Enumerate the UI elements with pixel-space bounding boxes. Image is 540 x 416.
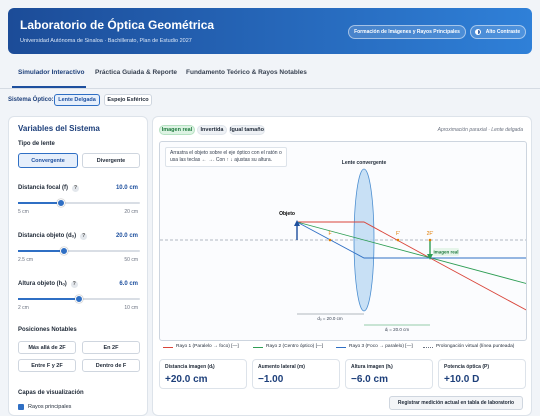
result-card: Distancia imagen (dᵢ) +20.0 cm bbox=[159, 359, 247, 389]
result-label: Potencia óptica (P) bbox=[444, 364, 490, 370]
layers-title: Capas de visualización bbox=[18, 390, 84, 396]
tab-active-bar bbox=[12, 86, 86, 88]
notable-option[interactable]: Dentro de F bbox=[82, 359, 140, 372]
lens-label: Lente convergente bbox=[342, 160, 387, 166]
focal-point bbox=[396, 238, 400, 242]
slider-fill bbox=[18, 298, 79, 300]
notable-option[interactable]: Entre F y 2F bbox=[18, 359, 76, 372]
slider-knob[interactable] bbox=[57, 199, 65, 207]
system-label: Sistema Óptico: bbox=[8, 97, 54, 103]
lens-type-option[interactable]: Divergente bbox=[82, 153, 140, 168]
slider-label-text: Altura objeto (hₒ) bbox=[18, 281, 67, 287]
slider-value: 10.0 cm bbox=[115, 185, 138, 191]
legend-item: Prolongación virtual (línea punteada) bbox=[436, 344, 515, 349]
slider-max: 50 cm bbox=[124, 257, 138, 263]
focal-point bbox=[328, 238, 332, 242]
help-icon[interactable]: ? bbox=[70, 281, 78, 288]
legend-item: Rayo 1 (Paralelo → foco) [—] bbox=[176, 344, 239, 349]
slider-label-text: Distancia objeto (dₒ) bbox=[18, 233, 77, 239]
image-label-box bbox=[433, 248, 459, 256]
focal-label: 2F' bbox=[427, 231, 434, 237]
record-button[interactable]: Registrar medición actual en tabla de la… bbox=[389, 396, 523, 410]
system-option[interactable]: Espejo Esférico bbox=[104, 94, 152, 106]
slider-label-text: Distancia focal (f) bbox=[18, 185, 69, 191]
legend-item: Rayo 2 (Centro óptico) [—] bbox=[266, 344, 324, 349]
notable-option[interactable]: En 2F bbox=[82, 341, 140, 354]
status-tag: Imagen real bbox=[159, 125, 195, 135]
slider-min: 5 cm bbox=[18, 209, 29, 215]
slider-label: Distancia objeto (dₒ)? bbox=[18, 233, 88, 240]
slider-fill bbox=[18, 250, 64, 252]
object-arrow-head bbox=[294, 220, 300, 226]
slider-min: 2.5 cm bbox=[18, 257, 34, 263]
result-value: −6.0 cm bbox=[351, 374, 388, 385]
lens-type-option[interactable]: Convergente bbox=[18, 153, 78, 168]
legend-swatch bbox=[253, 347, 263, 349]
app-subtitle: Universidad Autónoma de Sinaloa · Bachil… bbox=[20, 38, 192, 44]
result-value: +20.0 cm bbox=[165, 374, 208, 385]
legend-swatch bbox=[163, 347, 173, 349]
dimension-label: dᵢ = 20.0 cm bbox=[385, 327, 410, 332]
result-card: Aumento lateral (m) −1.00 bbox=[252, 359, 340, 389]
tab[interactable]: Práctica Guiada & Reporte bbox=[95, 69, 177, 76]
model-note: Aproximación paraxial · Lente delgada bbox=[437, 127, 523, 133]
result-card: Potencia óptica (P) +10.0 D bbox=[438, 359, 526, 389]
legend-item: Rayo 3 (Foco → paralelo) [—] bbox=[349, 344, 413, 349]
dimension-label: dₒ = 20.0 cm bbox=[317, 316, 343, 321]
instructions: Arrastra el objeto sobre el eje óptico c… bbox=[165, 147, 287, 167]
slider-value: 6.0 cm bbox=[119, 281, 138, 287]
system-option[interactable]: Lente Delgada bbox=[54, 94, 100, 106]
variables-panel: Variables del Sistema Tipo de lente Conv… bbox=[8, 116, 148, 416]
focal-point bbox=[428, 238, 432, 242]
status-tag: Invertida bbox=[197, 125, 227, 135]
header: Laboratorio de Óptica Geométrica Univers… bbox=[8, 8, 532, 54]
focal-label: F bbox=[328, 231, 331, 237]
image-label: Imagen real bbox=[433, 250, 458, 255]
legend-swatch bbox=[336, 347, 346, 349]
result-value: +10.0 D bbox=[444, 374, 480, 385]
slider-fill bbox=[18, 202, 61, 204]
slider-knob[interactable] bbox=[75, 295, 83, 303]
result-card: Altura imagen (hᵢ) −6.0 cm bbox=[345, 359, 433, 389]
ray-diagram: Lente convergente Objeto Imagen real F F… bbox=[160, 160, 526, 332]
slider-track[interactable] bbox=[18, 247, 140, 255]
slider-knob[interactable] bbox=[60, 247, 68, 255]
panel-title: Variables del Sistema bbox=[18, 124, 100, 133]
legend-swatch bbox=[423, 347, 433, 348]
status-tag: Igual tamaño bbox=[229, 125, 265, 135]
slider-max: 20 cm bbox=[124, 209, 138, 215]
ray-canvas[interactable]: Lente convergente Objeto Imagen real F F… bbox=[159, 141, 527, 341]
result-label: Altura imagen (hᵢ) bbox=[351, 364, 393, 370]
tab-rule bbox=[0, 88, 540, 89]
image-arrow-head bbox=[427, 254, 433, 260]
result-label: Aumento lateral (m) bbox=[258, 364, 305, 370]
tab[interactable]: Fundamento Teórico & Rayos Notables bbox=[186, 69, 307, 76]
app-title: Laboratorio de Óptica Geométrica bbox=[20, 18, 215, 32]
result-label: Distancia imagen (dᵢ) bbox=[165, 364, 215, 370]
tab[interactable]: Simulador Interactivo bbox=[18, 69, 85, 76]
mode-button[interactable]: Formación de Imágenes y Rayos Principale… bbox=[348, 25, 466, 39]
ray-3 bbox=[296, 221, 526, 259]
slider-track[interactable] bbox=[18, 295, 140, 303]
help-icon[interactable]: ? bbox=[72, 185, 80, 192]
object-label: Objeto bbox=[279, 211, 295, 217]
view-panel: Imagen real Invertida Igual tamaño Aprox… bbox=[152, 116, 532, 416]
ray-2 bbox=[296, 221, 526, 284]
lens-type-label: Tipo de lente bbox=[18, 141, 55, 147]
slider-label: Distancia focal (f)? bbox=[18, 185, 80, 192]
help-icon[interactable]: ? bbox=[80, 233, 88, 240]
contrast-button[interactable]: Alto Contraste bbox=[470, 25, 526, 39]
slider-label: Altura objeto (hₒ)? bbox=[18, 281, 78, 288]
notable-option[interactable]: Más allá de 2F bbox=[18, 341, 76, 354]
slider-value: 20.0 cm bbox=[115, 233, 138, 239]
page: Laboratorio de Óptica Geométrica Univers… bbox=[0, 8, 540, 416]
result-value: −1.00 bbox=[258, 374, 284, 385]
focal-label: F' bbox=[396, 231, 400, 237]
slider-max: 10 cm bbox=[124, 305, 138, 311]
notable-title: Posiciones Notables bbox=[18, 327, 77, 333]
slider-min: 2 cm bbox=[18, 305, 29, 311]
slider-track[interactable] bbox=[18, 199, 140, 207]
